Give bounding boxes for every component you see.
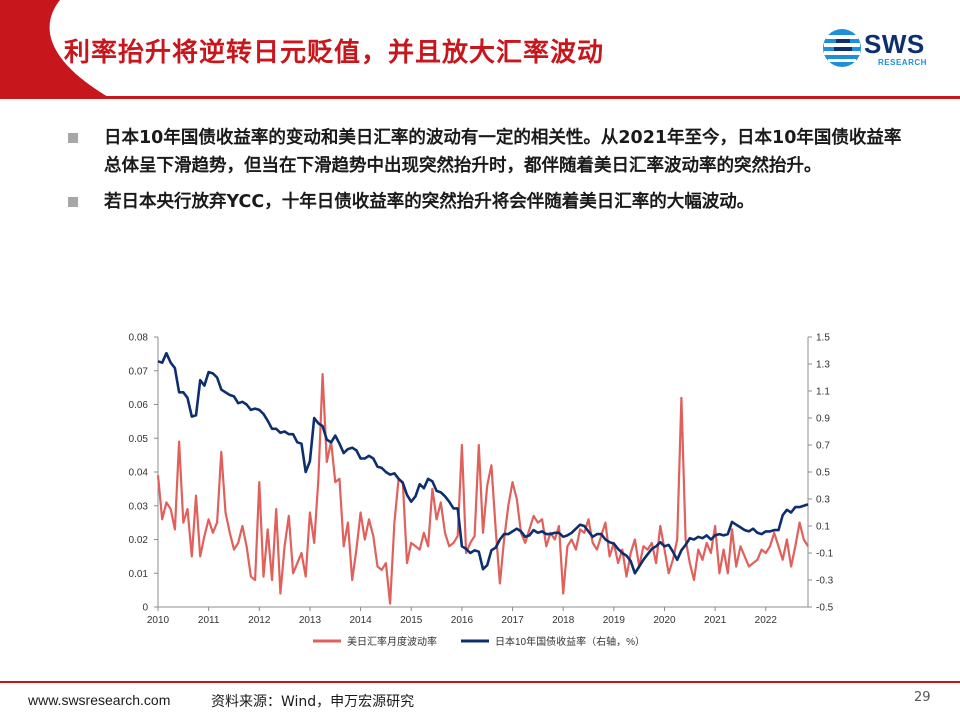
legend-item-jgb-10y-yield-label: 日本10年国债收益率（右轴，%） <box>495 635 645 648</box>
page-title: 利率抬升将逆转日元贬值，并且放大汇率波动 <box>64 38 605 68</box>
series-line-jgb-10y-yield <box>157 351 809 575</box>
header-red-swoosh <box>0 0 110 98</box>
y-left-tick-label: 0.06 <box>129 400 149 411</box>
footer-url[interactable]: www.swsresearch.com <box>28 692 171 708</box>
legend-item-fx-volatility-label: 美日汇率月度波动率 <box>347 635 437 648</box>
chart-svg: 0 0.01 0.02 0.03 0.04 0.05 0.06 0.07 0.08 -0.5 -0.… <box>129 333 834 649</box>
bullet-item: 日本10年国债收益率的变动和美日汇率的波动有一定的相关性。从2021年至今，日本… <box>68 124 918 180</box>
x-tick-label: 2019 <box>603 615 626 626</box>
x-tick-label: 2015 <box>400 615 423 626</box>
bullet-text: 若日本央行放弃YCC，十年日债收益率的突然抬升将会伴随着美日汇率的大幅波动。 <box>104 192 755 212</box>
x-tick-label: 2021 <box>704 615 727 626</box>
y-right-tick-label: -0.5 <box>816 603 834 614</box>
x-tick-label: 2022 <box>755 615 778 626</box>
x-tick-label: 2020 <box>653 615 676 626</box>
y-left-tick-label: 0.02 <box>129 535 149 546</box>
y-left-tick-label: 0.03 <box>129 501 149 512</box>
x-tick-label: 2014 <box>349 615 372 626</box>
x-tick-label: 2017 <box>501 615 524 626</box>
x-tick-label: 2010 <box>147 615 170 626</box>
bullet-item: 若日本央行放弃YCC，十年日债收益率的突然抬升将会伴随着美日汇率的大幅波动。 <box>68 188 918 216</box>
bullet-square-icon <box>68 197 78 207</box>
y-right-tick-label: 1.1 <box>816 387 830 398</box>
y-left-tick-label: 0.07 <box>129 366 149 377</box>
y-left-tick-label: 0.01 <box>129 569 149 580</box>
footer-source: 资料来源：Wind，申万宏源研究 <box>211 694 415 710</box>
logo-subtext: RESEARCH <box>878 58 927 67</box>
y-right-tick-label: 0.1 <box>816 522 830 533</box>
sws-logo: SWS RESEARCH <box>822 26 940 72</box>
y-left-tick-label: 0.04 <box>129 468 149 479</box>
chart-series <box>156 351 809 605</box>
footer-divider <box>0 681 960 683</box>
x-tick-label: 2012 <box>248 615 271 626</box>
y-left-tick-label: 0 <box>142 603 148 614</box>
bullet-text: 日本10年国债收益率的变动和美日汇率的波动有一定的相关性。从2021年至今，日本… <box>104 128 902 176</box>
sws-logo-icon <box>823 29 861 67</box>
x-tick-label: 2013 <box>299 615 322 626</box>
header-divider <box>0 96 960 99</box>
y-left-tick-label: 0.08 <box>129 333 149 344</box>
bullet-list: 日本10年国债收益率的变动和美日汇率的波动有一定的相关性。从2021年至今，日本… <box>68 124 918 224</box>
y-right-tick-label: -0.3 <box>816 576 834 587</box>
x-tick-label: 2016 <box>451 615 474 626</box>
bullet-square-icon <box>68 133 78 143</box>
chart-legend: 美日汇率月度波动率 日本10年国债收益率（右轴，%） <box>313 635 645 648</box>
page-number: 29 <box>914 690 931 705</box>
y-right-tick-label: -0.1 <box>816 549 834 560</box>
y-right-tick-label: 1.3 <box>816 360 830 371</box>
y-right-tick-label: 1.5 <box>816 333 830 344</box>
y-right-tick-label: 0.3 <box>816 495 830 506</box>
y-left-tick-label: 0.05 <box>129 434 149 445</box>
logo-text: SWS <box>864 29 925 59</box>
y-right-tick-label: 0.5 <box>816 468 830 479</box>
x-tick-label: 2018 <box>552 615 575 626</box>
x-tick-label: 2011 <box>198 615 220 626</box>
series-line-fx-volatility <box>156 372 809 605</box>
header-bar <box>0 0 960 98</box>
y-right-tick-label: 0.7 <box>816 441 830 452</box>
chart: 0 0.01 0.02 0.03 0.04 0.05 0.06 0.07 0.08 -0.5 -0.… <box>120 325 840 665</box>
y-right-tick-label: 0.9 <box>816 414 830 425</box>
chart-axes: 0 0.01 0.02 0.03 0.04 0.05 0.06 0.07 0.08 -0.5 -0.… <box>129 333 834 627</box>
